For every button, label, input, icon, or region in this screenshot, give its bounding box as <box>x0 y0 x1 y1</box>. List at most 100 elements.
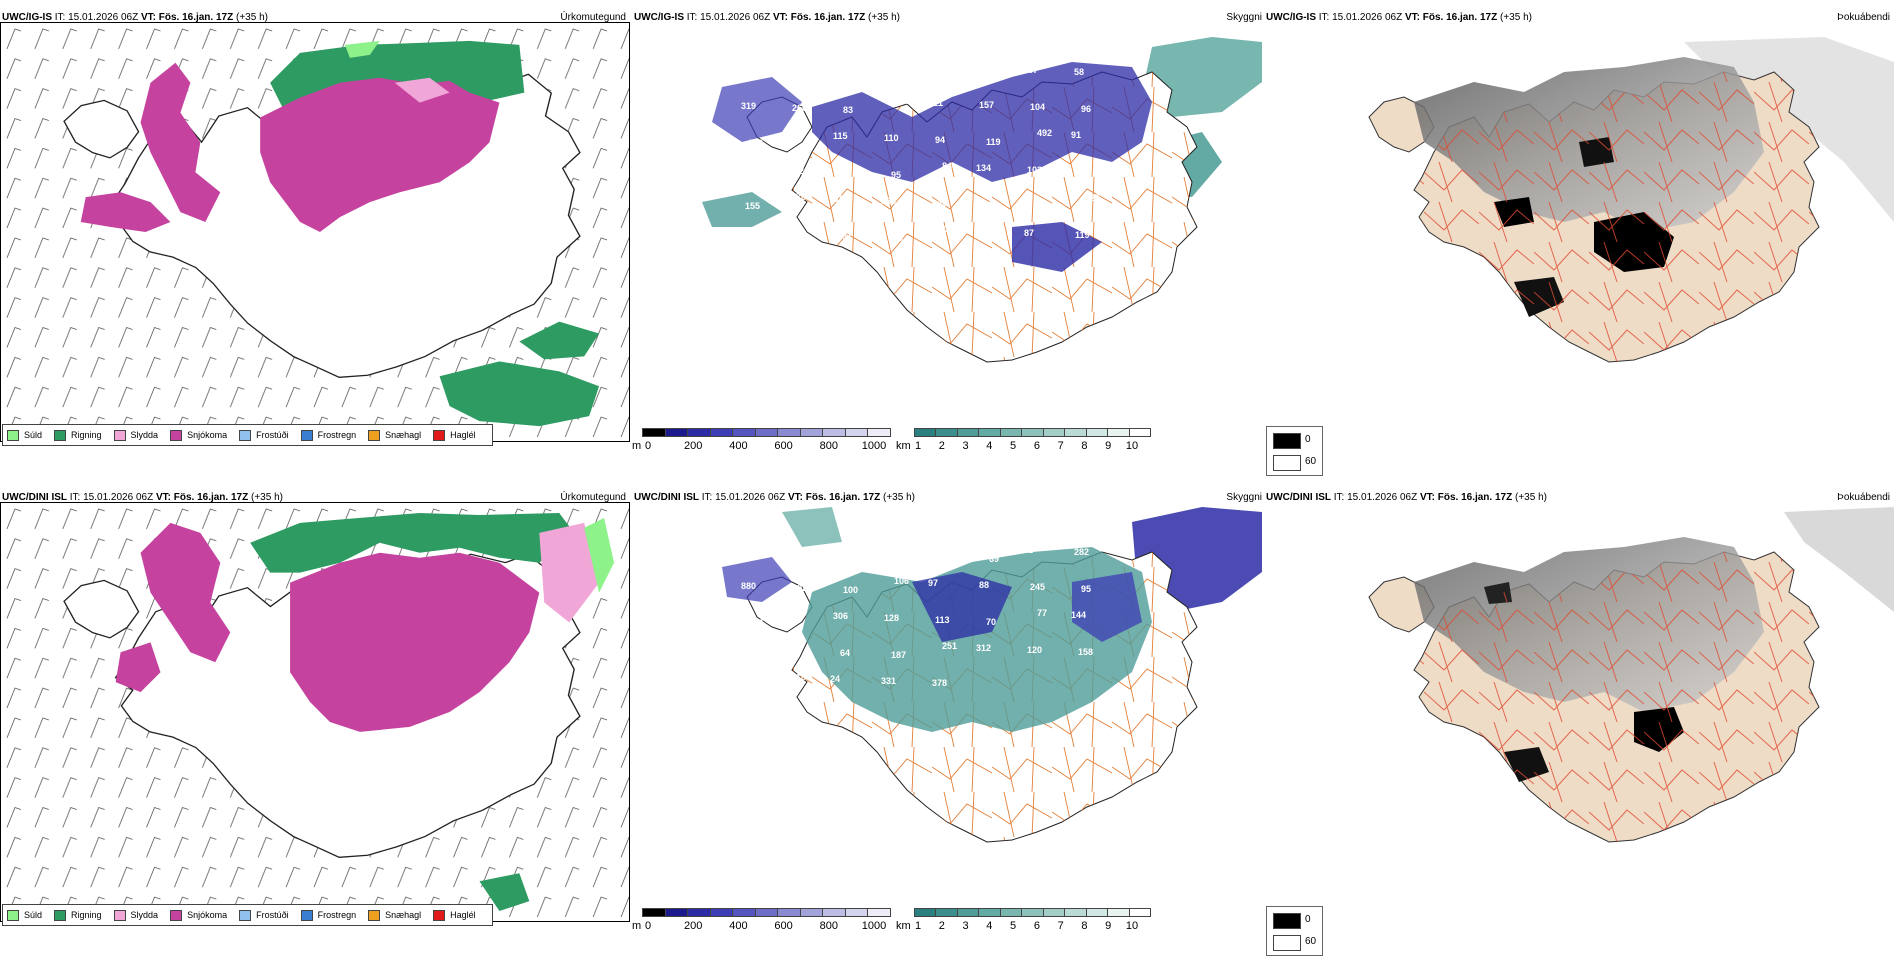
colorbar-unit: m <box>632 440 642 452</box>
panel-title: UWC/IG-IS IT: 15.01.2026 06Z VT: Fös. 16… <box>1266 12 1532 23</box>
ceiling-value-label: 45 <box>785 546 795 556</box>
legend-swatch <box>7 909 19 921</box>
ceiling-value-label: 84 <box>942 161 952 171</box>
ceiling-value-label: 68 <box>793 266 803 276</box>
ceiling-value-label: 312 <box>976 643 991 653</box>
ceiling-value-label: 75 <box>840 168 850 178</box>
colorbar-segment <box>754 428 779 437</box>
ceiling-value-label: 131 <box>837 231 852 241</box>
ceiling-value-label: 70 <box>986 617 996 627</box>
ceiling-value-label: 87 <box>878 259 888 269</box>
colorbar-segment <box>999 428 1023 437</box>
ceiling-colorbar: m 0 200 400 600 800 1000 <box>632 906 891 934</box>
colorbar-segment <box>1064 908 1087 917</box>
colorbar-tick: 5 <box>1010 440 1017 452</box>
colorbar-segment <box>822 908 846 917</box>
ceiling-value-label: 539 <box>782 609 797 619</box>
legend-item: Rigning <box>54 429 102 441</box>
ceiling-value-label: 62 <box>734 64 744 74</box>
ceiling-value-label: 158 <box>1078 647 1093 657</box>
colorbar-segment <box>935 428 958 437</box>
ceiling-value-label: 119 <box>986 137 1001 147</box>
colorbar-tick: 7 <box>1057 920 1064 932</box>
ceiling-area-e <box>1072 572 1142 642</box>
legend-item: Súld <box>7 429 42 441</box>
ceiling-value-label: 113 <box>935 615 950 625</box>
colorbar-tick: 8 <box>1081 920 1088 932</box>
ceiling-value-label: 68 <box>738 644 748 654</box>
legend-swatch <box>170 429 183 441</box>
ceiling-value-label: 94 <box>935 135 945 145</box>
colorbar-tick: 200 <box>684 920 703 932</box>
legend-label: Frostregn <box>317 910 357 920</box>
ceiling-value-label: 78 <box>1078 167 1088 177</box>
colorbar-tick: 1000 <box>861 440 887 452</box>
fog-map <box>1264 502 1894 922</box>
panel-title: UWC/DINI ISL IT: 15.01.2026 06Z VT: Fös.… <box>634 492 915 503</box>
colorbar-tick: 1000 <box>861 920 887 932</box>
colorbar-segment <box>709 908 734 917</box>
product-label: Úrkomutegund <box>560 492 626 503</box>
vis-area-central <box>802 547 1152 732</box>
colorbar-segment <box>1085 908 1109 917</box>
fog-map-svg <box>1368 37 1894 363</box>
precip-map-svg <box>1 23 629 441</box>
ceiling-value-label: 251 <box>942 641 957 651</box>
legend-label: Frostregn <box>317 430 357 440</box>
colorbar-tick: 7 <box>1057 440 1064 452</box>
ceiling-value-label: 24 <box>830 674 840 684</box>
legend-item: Slydda <box>113 429 158 441</box>
ceiling-value-label: 83 <box>843 105 853 115</box>
ceiling-value-label: 100 <box>843 585 858 595</box>
ceiling-value-label: 331 <box>881 676 896 686</box>
legend-swatch <box>113 429 126 441</box>
vis-area-ne <box>1142 37 1262 117</box>
colorbar-segment <box>956 908 980 917</box>
ceiling-value-label: 97 <box>928 578 938 588</box>
colorbar-segment <box>732 428 756 437</box>
precip-map-svg <box>1 503 629 921</box>
ceiling-value-label: 18 <box>742 264 752 274</box>
ceiling-value-label: 87 <box>789 646 799 656</box>
ceiling-value-label: 245 <box>1030 582 1045 592</box>
legend-item: Slydda <box>113 909 158 921</box>
ceiling-value-label: 96 <box>1081 104 1091 114</box>
product-label: Þokuábendi <box>1837 12 1890 23</box>
snow-area-1 <box>290 552 540 732</box>
ceiling-value-label: 110 <box>884 133 899 143</box>
ceiling-value-label: 273 <box>836 548 851 558</box>
colorbar-tick: 10 <box>1125 440 1139 452</box>
colorbar-segment <box>664 908 689 917</box>
ceiling-value-label: 134 <box>976 163 991 173</box>
ceiling-value-label: 95 <box>1081 584 1091 594</box>
ceiling-value-label: 114 <box>894 96 909 106</box>
colorbar-tick: 0 <box>644 440 652 452</box>
colorbar-segment <box>978 428 1001 437</box>
colorbar-segment <box>1085 428 1109 437</box>
legend-item: Frostregn <box>300 429 357 441</box>
legend-item: Frostregn <box>300 909 357 921</box>
ceiling-area-se <box>1012 222 1102 272</box>
ceiling-value-label: 87 <box>1024 228 1034 238</box>
colorbar-tick: 10 <box>1125 920 1139 932</box>
legend-swatch <box>7 429 19 441</box>
colorbar-segment <box>642 908 666 917</box>
ceiling-value-label: 113 <box>782 129 797 139</box>
ceiling-value-label: 107 <box>748 618 763 628</box>
ceiling-value-label: 120 <box>1027 645 1042 655</box>
ceiling-value-label: 145 <box>932 198 947 208</box>
colorbar-segment <box>935 908 958 917</box>
precip-legend: Súld Rigning Slydda Snjókoma Frostúði Frostre… <box>2 904 493 926</box>
colorbar-segment <box>1107 908 1130 917</box>
legend-swatch <box>433 909 446 921</box>
ceiling-colorbar: m 0 200 400 600 800 1000 <box>632 426 891 454</box>
ceiling-value-label: 187 <box>891 650 906 660</box>
ceiling-area-w <box>702 192 782 227</box>
colorbar-segment <box>1021 908 1044 917</box>
colorbar-segment <box>642 428 666 437</box>
ceiling-value-label: 90 <box>938 72 948 82</box>
ceiling-value-label: 267 <box>1023 65 1038 75</box>
colorbar-segment <box>867 908 891 917</box>
colorbar-segment <box>1128 908 1151 917</box>
ceiling-value-label: 204 <box>1034 202 1049 212</box>
